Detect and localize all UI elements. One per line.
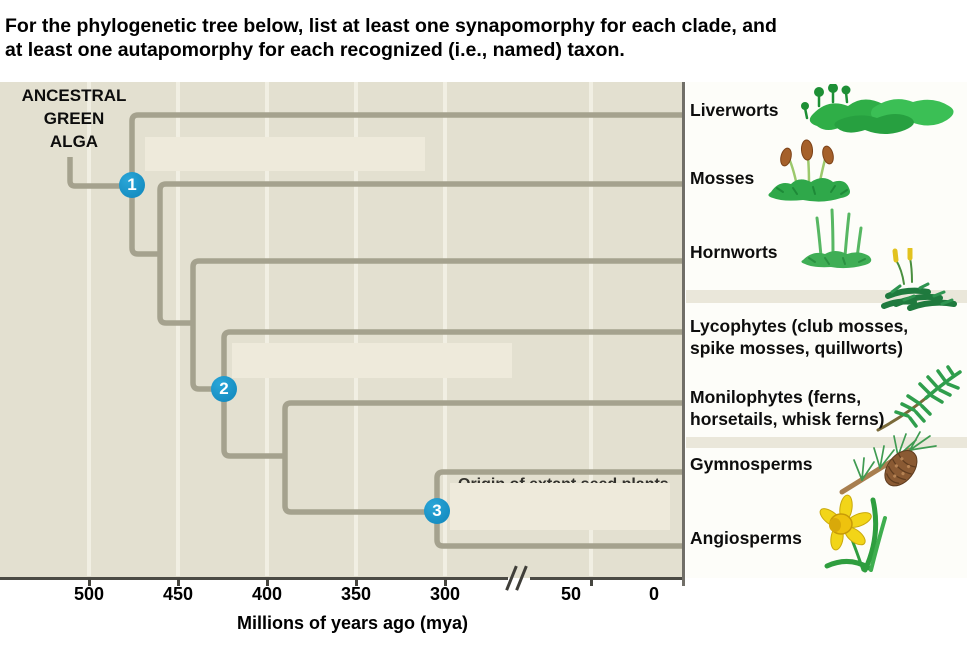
covered-label-fragment: Origin of extant seed plants [458,476,673,483]
panel-divider-line [682,82,685,586]
timeline-baseline-right [530,577,684,580]
node-2-number: 2 [219,379,229,398]
tick-label-300: 300 [429,584,461,604]
monilophytes-branch [282,400,684,515]
taxa-panel [686,82,967,578]
tick-label-350: 350 [340,584,372,604]
covered-label-box-node3 [450,483,670,530]
covered-label-box-node1 [145,137,425,171]
node-2-badge: 2 [211,376,237,402]
gridline-400 [265,82,269,576]
gridline-500 [87,82,91,576]
axis-title: Millions of years ago (mya) [236,613,469,633]
tick-label-500: 500 [73,584,105,604]
gridline-350 [354,82,358,576]
lycophytes-branch [221,329,684,459]
taxon-label-monilophytes: Monilophytes (ferns, horsetails, whisk f… [690,387,885,429]
taxon-label-hornworts: Hornworts [690,242,778,262]
moss-illustration [768,139,850,202]
liverwort-illustration [801,84,954,134]
timeline-baseline-left [0,577,508,580]
taxon-label-liverworts: Liverworts [690,100,779,120]
covered-label-box-node2 [232,343,512,378]
node-3-number: 3 [432,501,442,520]
root-label: ANCESTRAL GREEN ALGA [21,86,127,151]
tick-label-400: 400 [251,584,283,604]
taxon-label-lycophytes: Lycophytes (club mosses, spike mosses, q… [690,316,909,358]
mosses-branch [157,181,684,326]
tick-label-0: 0 [648,584,659,604]
question-text: For the phylogenetic tree below, list at… [5,14,955,62]
tick-label-450: 450 [162,584,194,604]
tick-450 [177,579,180,586]
node-3-badge: 3 [424,498,450,524]
tick-500 [88,579,91,586]
taxon-label-mosses: Mosses [690,168,755,188]
root-branch [67,157,126,189]
taxon-label-gymnosperms: Gymnosperms [690,454,813,474]
fern-illustration [876,365,962,432]
pine-branch-with-cone-illustration [839,431,937,495]
gridline-50 [589,82,593,576]
gridline-450 [176,82,180,576]
panel-band-2 [686,437,967,448]
gridline-300 [443,82,447,576]
tick-50 [590,579,593,586]
daffodil-illustration [819,494,887,573]
club-moss-illustration [881,248,957,311]
question-line-2: at least one autapomorphy for each recog… [5,39,625,61]
hornworts-branch [190,258,684,392]
hornwort-illustration [801,208,872,269]
taxon-label-angiosperms: Angiosperms [690,528,802,548]
tick-300 [444,579,447,586]
tick-350 [355,579,358,586]
node-1-number: 1 [127,175,137,194]
node-1-badge: 1 [119,172,145,198]
tick-label-50: 50 [560,584,582,604]
question-line-1: For the phylogenetic tree below, list at… [5,15,777,37]
tick-400 [266,579,269,586]
